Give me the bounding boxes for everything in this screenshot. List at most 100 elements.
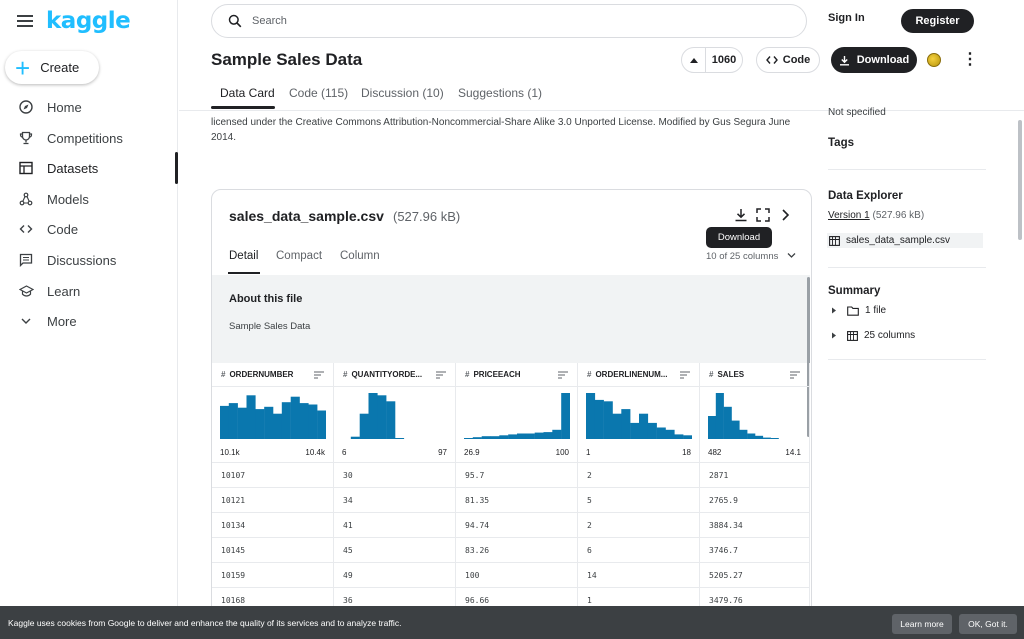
histogram-bar	[481, 436, 491, 439]
histogram-bar	[621, 409, 631, 439]
column-count-select[interactable]: 10 of 25 columns	[706, 251, 796, 262]
tags-heading: Tags	[828, 137, 854, 149]
sidebar-item-label: Code	[47, 221, 79, 237]
compass-icon	[18, 99, 34, 115]
column-header[interactable]: # ORDERNUMBER	[212, 363, 334, 387]
sidebar-item-datasets[interactable]: Datasets	[0, 152, 178, 184]
tab-code[interactable]: Code (115)	[289, 86, 349, 100]
table-row: 10134 41 94.74 2 3884.34	[212, 513, 810, 538]
subtab-column[interactable]: Column	[340, 250, 380, 262]
histogram-bar	[586, 393, 596, 439]
chevron-down-icon	[18, 313, 34, 329]
scrollbar[interactable]	[807, 277, 810, 437]
histogram-bar	[281, 402, 291, 439]
table-cell: 5	[578, 488, 700, 513]
histogram-bar	[464, 438, 474, 439]
explorer-file-item[interactable]: sales_data_sample.csv	[827, 233, 983, 248]
download-icon	[839, 55, 849, 65]
numeric-type-icon: #	[343, 370, 348, 379]
histogram-bar	[603, 401, 613, 439]
histogram-chart	[350, 393, 405, 439]
column-histogram: 26.9 100	[456, 387, 578, 463]
license-text: licensed under the Creative Commons Attr…	[211, 117, 791, 143]
histogram-bar	[517, 433, 527, 439]
table-cell: 10168	[212, 588, 334, 613]
version-link[interactable]: Version 1	[828, 210, 870, 221]
histogram-bar	[561, 393, 570, 439]
sort-icon[interactable]	[436, 371, 446, 379]
tab-data-card[interactable]: Data Card	[220, 86, 275, 100]
file-preview-card: sales_data_sample.csv (527.96 kB) Downlo…	[211, 189, 812, 619]
header-divider	[179, 110, 1024, 111]
column-header[interactable]: # PRICEEACH	[456, 363, 578, 387]
tab-discussion[interactable]: Discussion (10)	[361, 86, 444, 100]
sort-icon[interactable]	[790, 371, 800, 379]
table-icon	[18, 160, 34, 176]
learn-more-button[interactable]: Learn more	[892, 614, 952, 634]
table-cell: 45	[334, 538, 456, 563]
column-count: 10 of 25 columns	[706, 251, 779, 262]
sidebar-item-discussions[interactable]: Discussions	[0, 245, 178, 275]
summary-files-row[interactable]: 1 file	[831, 305, 886, 316]
code-button[interactable]: Code	[756, 47, 820, 73]
ok-got-it-button[interactable]: OK, Got it.	[959, 614, 1017, 634]
tab-suggestions[interactable]: Suggestions (1)	[458, 86, 543, 100]
table-cell: 1	[578, 588, 700, 613]
caret-up-icon[interactable]	[682, 48, 706, 72]
histogram-bar	[747, 433, 756, 439]
summary-columns-row[interactable]: 25 columns	[831, 330, 915, 341]
table-row: 10121 34 81.35 5 2765.9	[212, 488, 810, 513]
download-button-label: Download	[856, 54, 910, 66]
column-header-label: ORDERLINENUM...	[595, 370, 668, 379]
sidebar-item-competitions[interactable]: Competitions	[0, 123, 178, 153]
fullscreen-icon[interactable]	[755, 207, 771, 223]
histogram-bar	[639, 413, 649, 439]
sidebar-item-more[interactable]: More	[0, 306, 178, 336]
histogram-bar	[273, 413, 283, 439]
sidebar-item-home[interactable]: Home	[0, 92, 178, 122]
explorer-file-name: sales_data_sample.csv	[846, 235, 950, 246]
sidebar-item-models[interactable]: Models	[0, 184, 178, 214]
search-input[interactable]: Search	[252, 15, 287, 27]
page-title: Sample Sales Data	[211, 50, 363, 69]
chevron-right-icon[interactable]	[777, 207, 793, 223]
sort-icon[interactable]	[680, 371, 690, 379]
graduation-cap-icon	[18, 283, 34, 299]
histogram-max-label: 100	[555, 448, 569, 457]
sidebar-item-label: Competitions	[47, 130, 123, 146]
download-button[interactable]: Download	[831, 47, 917, 73]
kaggle-logo[interactable]: kaggle	[46, 8, 131, 34]
sidebar-item-learn[interactable]: Learn	[0, 276, 178, 306]
histogram-bar	[723, 406, 732, 439]
column-header-label: SALES	[717, 370, 745, 379]
create-button[interactable]: + Create	[5, 51, 99, 84]
page-scrollbar[interactable]	[1018, 120, 1022, 240]
version-info: Version 1 (527.96 kB)	[828, 210, 924, 221]
numeric-type-icon: #	[587, 370, 592, 379]
column-header[interactable]: # SALES	[700, 363, 810, 387]
download-icon[interactable]	[733, 207, 749, 223]
table-cell: 10121	[212, 488, 334, 513]
about-file-text: Sample Sales Data	[229, 321, 311, 332]
table-cell: 2871	[700, 463, 810, 488]
sidebar-item-code[interactable]: Code	[0, 214, 178, 244]
histogram-chart	[464, 393, 570, 439]
sign-in-link[interactable]: Sign In	[828, 12, 865, 24]
table-cell: 2765.9	[700, 488, 810, 513]
sort-icon[interactable]	[314, 371, 324, 379]
table-cell: 100	[456, 563, 578, 588]
numeric-type-icon: #	[709, 370, 714, 379]
subtab-detail[interactable]: Detail	[229, 250, 259, 262]
column-histogram: 10.1k 10.4k	[212, 387, 334, 463]
column-header[interactable]: # QUANTITYORDE...	[334, 363, 456, 387]
column-header[interactable]: # ORDERLINENUM...	[578, 363, 700, 387]
register-button[interactable]: Register	[901, 9, 974, 33]
subtab-compact[interactable]: Compact	[276, 250, 323, 262]
divider	[828, 169, 986, 170]
search-bar[interactable]: Search	[211, 4, 807, 38]
upvote-button[interactable]: 1060	[681, 47, 743, 73]
more-vert-icon[interactable]: ⋮	[962, 51, 978, 68]
sort-icon[interactable]	[558, 371, 568, 379]
table-icon	[847, 330, 858, 341]
hamburger-menu-icon[interactable]	[14, 12, 36, 30]
